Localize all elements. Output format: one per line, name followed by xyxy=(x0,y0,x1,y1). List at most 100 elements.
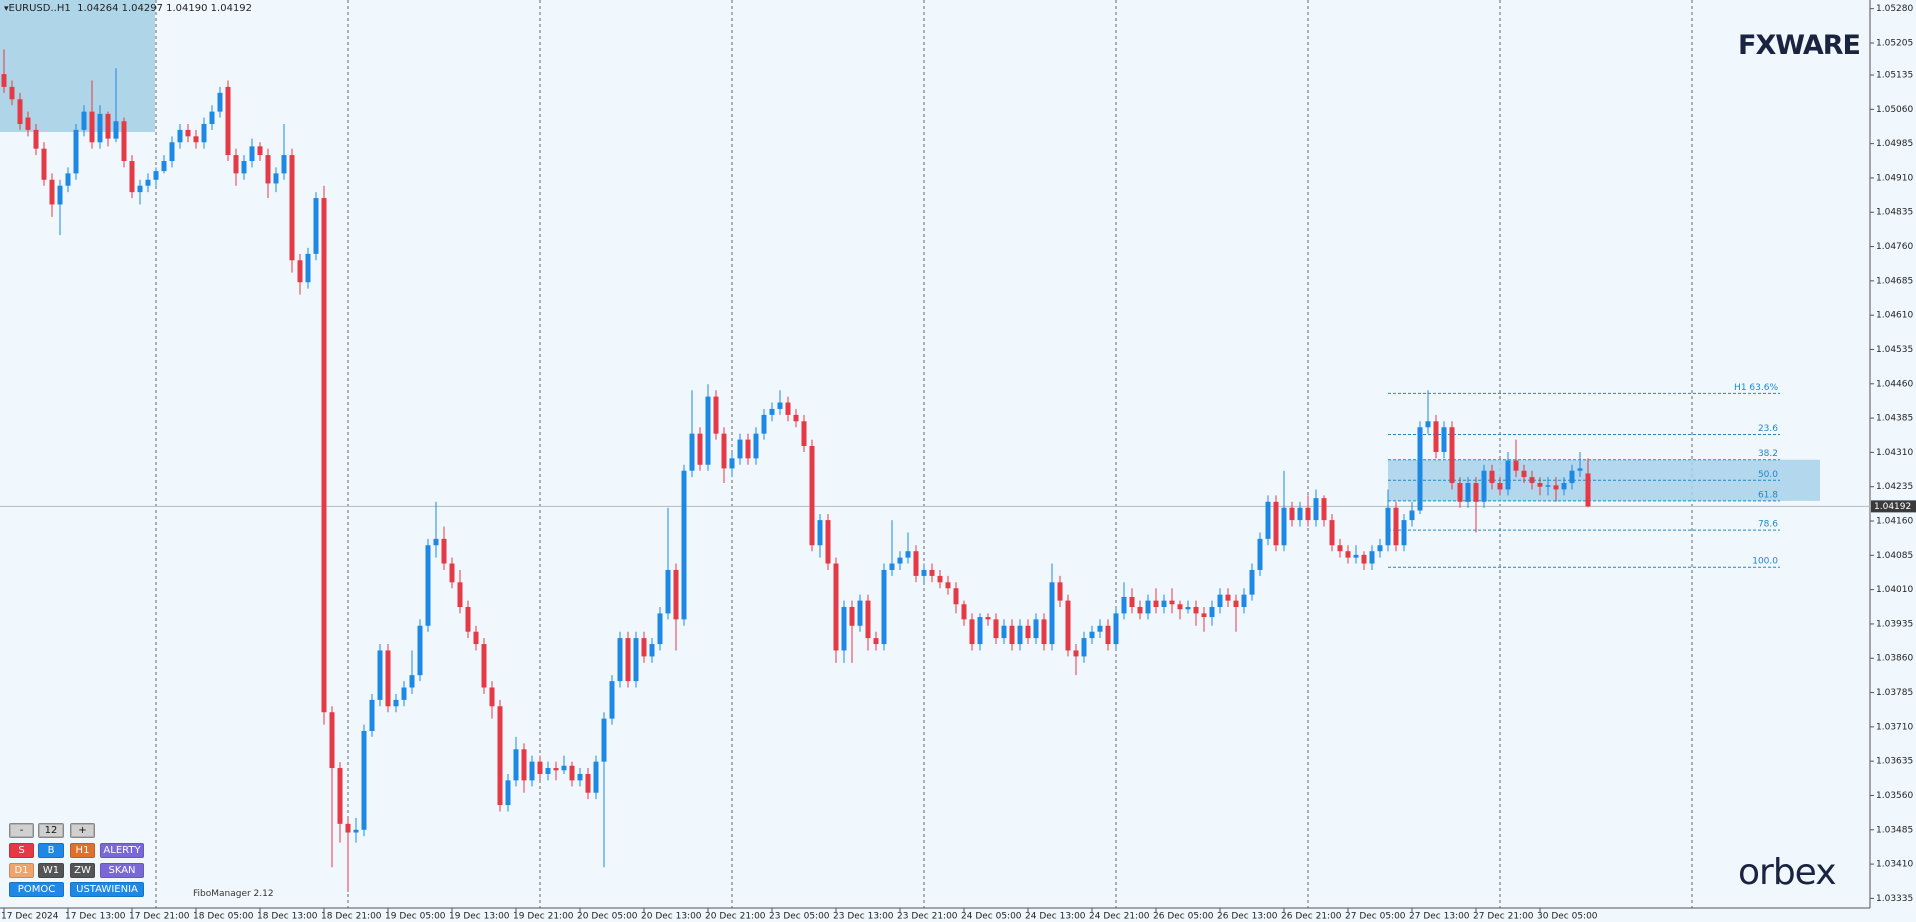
candle-body xyxy=(1313,498,1319,521)
x-tick-label: 27 Dec 13:00 xyxy=(1409,912,1470,922)
fibo-label: H1 63.6% xyxy=(1734,383,1778,393)
y-tick-label: 1.04385 xyxy=(1876,414,1913,424)
fibo-label: 23.6 xyxy=(1758,424,1778,434)
candle-body xyxy=(1121,596,1127,614)
candle-body xyxy=(337,768,343,824)
fibo-label: 61.8 xyxy=(1758,490,1778,500)
settings-button[interactable]: USTAWIENIA xyxy=(70,882,144,897)
y-tick-label: 1.03710 xyxy=(1876,722,1913,732)
candle-body xyxy=(137,185,143,193)
candle-body xyxy=(721,433,727,469)
y-tick-label: 1.05205 xyxy=(1876,38,1913,48)
candle-body xyxy=(729,458,735,469)
y-tick-label: 1.04610 xyxy=(1876,311,1913,321)
candle-body xyxy=(481,644,487,688)
candle-body xyxy=(505,780,511,806)
candle-body xyxy=(1353,554,1359,558)
candle-body xyxy=(201,123,207,143)
candle-body xyxy=(905,551,911,558)
x-tick-label: 26 Dec 13:00 xyxy=(1217,912,1278,922)
candle-body xyxy=(1481,470,1487,502)
alerts-button[interactable]: ALERTY xyxy=(100,843,144,858)
candle-body xyxy=(1345,551,1351,558)
count-field[interactable]: 12 xyxy=(38,823,64,838)
x-tick-label: 27 Dec 21:00 xyxy=(1473,912,1534,922)
logo-fxware: FXWARE xyxy=(1738,30,1861,61)
candle-body xyxy=(1001,625,1007,639)
candle-body xyxy=(1049,582,1055,645)
candle-body xyxy=(897,557,903,564)
candle-body xyxy=(1089,631,1095,639)
candle-body xyxy=(129,161,135,193)
candle-body xyxy=(833,563,839,651)
candle-body xyxy=(1097,625,1103,632)
sell-button[interactable]: S xyxy=(9,843,34,858)
x-tick-label: 17 Dec 2024 xyxy=(1,912,59,922)
y-tick-label: 1.03410 xyxy=(1876,860,1913,870)
candle-body xyxy=(841,607,847,651)
candle-body xyxy=(1521,470,1527,478)
candle-body xyxy=(425,545,431,626)
buy-button[interactable]: B xyxy=(38,843,64,858)
candle-body xyxy=(553,768,559,771)
candle-body xyxy=(697,433,703,465)
candle-body xyxy=(321,198,327,713)
candle-body xyxy=(953,588,959,605)
candle-body xyxy=(161,161,167,172)
x-tick-label: 23 Dec 13:00 xyxy=(833,912,894,922)
candle-body xyxy=(105,113,111,139)
x-tick-label: 27 Dec 05:00 xyxy=(1345,912,1406,922)
candle-body xyxy=(1193,607,1199,614)
zoom-out-button[interactable]: - xyxy=(9,823,34,838)
candle-body xyxy=(1529,477,1535,484)
fibo-label: 100.0 xyxy=(1752,557,1778,567)
candle-body xyxy=(617,638,623,682)
candle-body xyxy=(329,712,335,769)
zw-button[interactable]: ZW xyxy=(70,863,95,878)
candle-body xyxy=(1145,600,1151,614)
fibo-label: 78.6 xyxy=(1758,520,1778,530)
candle-body xyxy=(121,121,127,162)
candle-body xyxy=(1,74,7,87)
candle-body xyxy=(377,650,383,700)
candle-body xyxy=(1129,596,1135,608)
candle-body xyxy=(1369,551,1375,564)
h1-button[interactable]: H1 xyxy=(70,843,95,858)
candle-body xyxy=(913,551,919,576)
candle-body xyxy=(1569,470,1575,484)
candle-body xyxy=(1361,554,1367,564)
candle-body xyxy=(889,563,895,570)
candle-body xyxy=(785,402,791,415)
candle-body xyxy=(761,414,767,434)
candle-body xyxy=(641,638,647,657)
candle-body xyxy=(1265,501,1271,539)
candle-body xyxy=(33,129,39,149)
candle-body xyxy=(1017,625,1023,645)
candle-body xyxy=(1297,507,1303,521)
candle-body xyxy=(313,198,319,254)
w1-button[interactable]: W1 xyxy=(38,863,64,878)
d1-button[interactable]: D1 xyxy=(9,863,34,878)
candle-body xyxy=(513,749,519,781)
candle-body xyxy=(113,121,119,139)
candle-body xyxy=(497,706,503,806)
candle-body xyxy=(1505,460,1511,490)
scan-button[interactable]: SKAN xyxy=(100,863,144,878)
candle-body xyxy=(57,185,63,205)
candle-body xyxy=(49,179,55,205)
candle-body xyxy=(1417,427,1423,511)
candle-body xyxy=(417,625,423,676)
candle-body xyxy=(569,765,575,781)
candle-body xyxy=(961,604,967,620)
candle-body xyxy=(305,253,311,283)
help-button[interactable]: POMOC xyxy=(9,882,64,897)
y-tick-label: 1.03785 xyxy=(1876,688,1913,698)
zoom-in-button[interactable]: + xyxy=(70,823,95,838)
candle-body xyxy=(1489,470,1495,484)
candle-body xyxy=(817,520,823,546)
candle-body xyxy=(825,520,831,564)
candle-body xyxy=(1041,619,1047,645)
fibo-label: 38.2 xyxy=(1758,449,1778,459)
candle-body xyxy=(9,86,15,100)
candle-body xyxy=(521,749,527,781)
